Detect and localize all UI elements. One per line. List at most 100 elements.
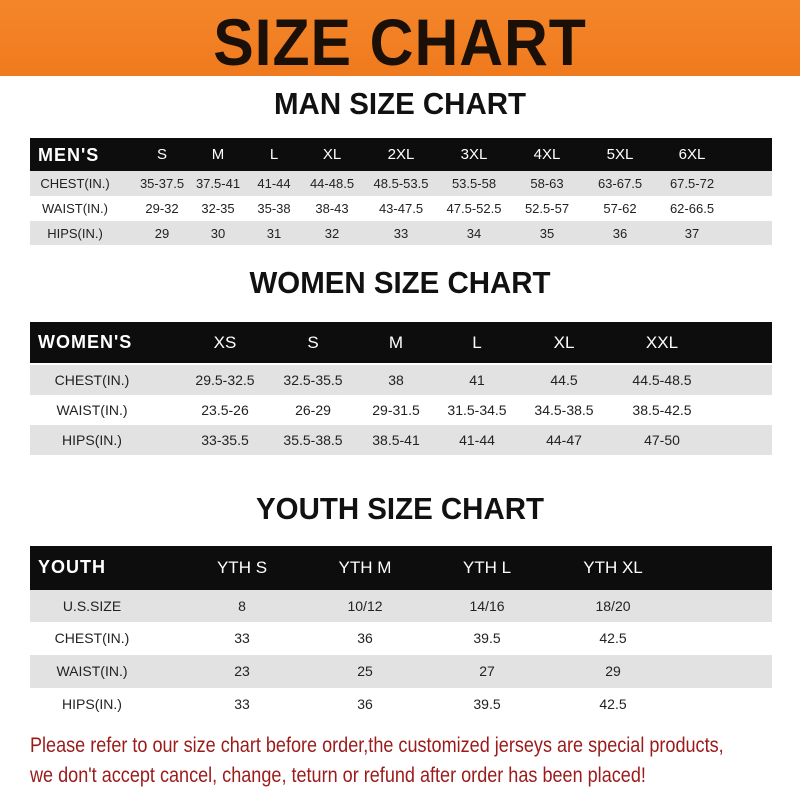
table-cell: 29-31.5 [372,402,420,418]
size-header: M [388,333,404,352]
youth-table-row: WAIST(IN.) 23 25 27 29 [30,655,772,688]
table-cell: 23.5-26 [201,402,249,418]
table-cell: 63-67.5 [597,176,643,191]
size-header: S [307,333,319,352]
men-table-row: HIPS(IN.) 29 30 31 32 33 34 35 36 37 [30,221,772,245]
table-cell: 38 [388,372,404,388]
table-cell: 44.5 [550,372,578,388]
table-cell: 57-62 [603,201,637,216]
table-cell: 25 [357,663,373,679]
table-cell: 14/16 [469,598,505,614]
table-cell: 67.5-72 [669,176,715,191]
table-cell: 36 [357,696,373,712]
banner: SIZE CHART [0,0,800,79]
row-label: CHEST(IN.) [54,630,130,646]
table-cell: 39.5 [473,696,501,712]
banner-title: SIZE CHART [213,5,587,79]
size-header: YTH M [338,558,392,577]
table-cell: 31 [266,226,282,241]
women-size-table: WOMEN'S XS S M L XL XXL CHEST(IN.) 29.5-32.5 32.5… [30,322,772,455]
row-label: HIPS(IN.) [62,696,122,712]
table-cell: 35-38 [257,201,291,216]
row-label: CHEST(IN.) [40,176,110,191]
table-cell: 32 [324,226,340,241]
table-cell: 42.5 [599,696,627,712]
size-header: YTH XL [583,558,643,577]
table-cell: 53.5-58 [451,176,497,191]
table-cell: 34.5-38.5 [534,402,594,418]
table-cell: 27 [479,663,495,679]
men-size-table: MEN'S S M L XL 2XL 3XL 4XL 5XL 6XL CHEST(IN.) 35-37… [30,138,772,245]
size-header: 6XL [678,146,706,163]
row-label: CHEST(IN.) [54,372,130,388]
women-table-row: WAIST(IN.) 23.5-26 26-29 29-31.5 31.5-34.5 34… [30,395,772,425]
size-header: M [211,146,225,163]
table-cell: 47-50 [644,432,680,448]
table-cell: 32-35 [201,201,235,216]
youth-table-row: CHEST(IN.) 33 36 39.5 42.5 [30,622,772,655]
row-label: HIPS(IN.) [47,226,103,241]
youth-header-label: YOUTH [38,557,106,577]
table-cell: 38.5-41 [372,432,420,448]
table-cell: 36 [357,630,373,646]
table-cell: 48.5-53.5 [373,176,429,191]
size-header: XS [213,333,237,352]
men-header-label: MEN'S [38,145,100,165]
table-cell: 29 [154,226,170,241]
table-cell: 38-43 [315,201,349,216]
women-title: WOMEN SIZE CHART [249,265,551,300]
women-table-row: CHEST(IN.) 29.5-32.5 32.5-35.5 38 41 44.5 44.5… [30,365,772,395]
table-cell: 44-48.5 [309,176,355,191]
table-cell: 43-47.5 [378,201,424,216]
table-cell: 37 [684,226,700,241]
size-header: YTH S [216,558,268,577]
table-cell: 58-63 [530,176,564,191]
table-cell: 44.5-48.5 [632,372,692,388]
youth-size-table: YOUTH YTH S YTH M YTH L YTH XL U.S.SIZE 8 10/12… [30,546,772,720]
row-label: WAIST(IN.) [56,663,128,679]
table-cell: 44-47 [546,432,582,448]
table-cell: 29-32 [145,201,179,216]
row-label: HIPS(IN.) [62,432,122,448]
note-line-1: Please refer to our size chart before or… [30,734,724,757]
women-header-label: WOMEN'S [38,332,133,352]
table-cell: 33 [393,226,409,241]
size-header: XL [322,146,342,163]
table-cell: 35-37.5 [139,176,185,191]
table-cell: 8 [238,598,246,614]
table-cell: 29.5-32.5 [195,372,255,388]
table-cell: 52.5-57 [524,201,570,216]
table-cell: 33 [234,696,250,712]
men-header-row: MEN'S S M L XL 2XL 3XL 4XL 5XL 6XL [30,138,772,171]
row-label: WAIST(IN.) [42,201,108,216]
table-cell: 38.5-42.5 [632,402,692,418]
youth-title: YOUTH SIZE CHART [256,491,544,526]
men-title: MAN SIZE CHART [274,86,526,121]
table-cell: 35.5-38.5 [283,432,343,448]
table-cell: 41 [469,372,485,388]
table-cell: 29 [605,663,621,679]
table-cell: 10/12 [347,598,383,614]
size-header: L [472,333,482,352]
table-cell: 23 [234,663,250,679]
row-label: U.S.SIZE [62,598,122,614]
table-cell: 30 [210,226,226,241]
youth-table-row: HIPS(IN.) 33 36 39.5 42.5 [30,688,772,720]
note-line-2: we don't accept cancel, change, teturn o… [30,764,646,787]
women-table-row: HIPS(IN.) 33-35.5 35.5-38.5 38.5-41 41-44 44-… [30,425,772,455]
table-cell: 62-66.5 [669,201,715,216]
table-cell: 41-44 [257,176,291,191]
table-cell: 33 [234,630,250,646]
women-header-row: WOMEN'S XS S M L XL XXL [30,322,772,363]
size-header: 4XL [533,146,561,163]
table-cell: 33-35.5 [201,432,249,448]
table-cell: 31.5-34.5 [447,402,507,418]
table-cell: 36 [612,226,628,241]
size-header: S [156,146,168,163]
men-table-row: WAIST(IN.) 29-32 32-35 35-38 38-43 43-47.5 47.… [30,196,772,221]
size-header: 3XL [460,146,488,163]
size-header: 5XL [606,146,634,163]
size-header: YTH L [462,558,512,577]
table-cell: 35 [539,226,555,241]
men-table-row: CHEST(IN.) 35-37.5 37.5-41 41-44 44-48.5 48.5… [30,171,772,196]
